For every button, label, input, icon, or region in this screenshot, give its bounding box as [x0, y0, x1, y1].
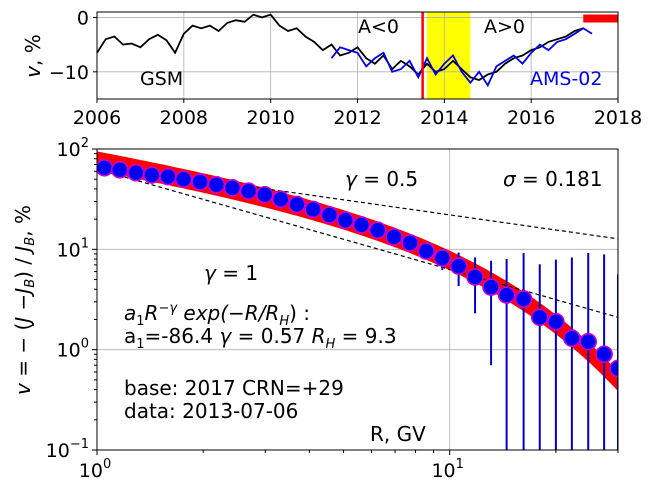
- series-line-ams-02: [330, 27, 593, 88]
- data-point: [368, 221, 387, 240]
- y-tick-label: −10: [49, 62, 89, 84]
- bottom-y-axis-label: v = − (J −JB) / JB, %: [11, 205, 38, 395]
- x-tick-label: 2018: [594, 107, 642, 129]
- data-point: [385, 228, 403, 246]
- data-point: [110, 161, 129, 179]
- highlight-band: [426, 12, 471, 99]
- data-point: [595, 345, 613, 364]
- data-point: [449, 257, 468, 275]
- data-point: [514, 290, 533, 308]
- data-point: [191, 173, 209, 191]
- y-tick-label: 0: [77, 7, 89, 29]
- y-tick-label: 10−1: [46, 437, 89, 462]
- data-point: [530, 308, 549, 327]
- fit-values-label: a1=-86.4 γ = 0.57 RH = 9.3: [124, 324, 397, 352]
- gamma-one-label: γ = 1: [204, 261, 258, 285]
- legend-ams02: AMS-02: [530, 68, 602, 90]
- top-y-axis-label: v, %: [21, 34, 45, 78]
- data-point: [159, 167, 177, 186]
- data-point: [547, 312, 565, 331]
- data-point: [174, 170, 193, 189]
- top-ticks: 2006 2008 2010 2012 2014 2016 2018 0 −10: [49, 7, 642, 129]
- data-point: [609, 359, 618, 378]
- data-point: [579, 332, 598, 351]
- gamma-half-label: γ = 0.5: [345, 167, 418, 191]
- data-point: [127, 163, 145, 182]
- base-label: base: 2017 CRN=+29: [124, 376, 344, 400]
- sigma-label: σ = 0.181: [503, 167, 602, 191]
- data-point: [352, 216, 371, 234]
- data-point: [207, 175, 226, 194]
- data-point: [223, 179, 242, 197]
- x-tick-label: 2016: [507, 107, 555, 129]
- x-tick-label: 2012: [333, 107, 381, 129]
- data-point: [433, 249, 452, 267]
- label-a-negative: A<0: [358, 16, 399, 38]
- data-point: [336, 211, 355, 230]
- data-point: [466, 268, 484, 286]
- data-point: [320, 206, 339, 224]
- x-tick-label: 2006: [73, 107, 121, 129]
- x-tick-label: 2008: [160, 107, 208, 129]
- series-line-gsm: [96, 13, 584, 81]
- legend-gsm: GSM: [140, 68, 183, 90]
- data-point: [142, 166, 161, 184]
- data-point: [239, 182, 258, 200]
- x-axis-label: R, GV: [370, 422, 426, 446]
- fit-formula-label: a1R−γ exp(−R/RH) :: [124, 301, 310, 329]
- top-series: [96, 13, 593, 88]
- x-tick-label: 101: [431, 457, 463, 482]
- y-tick-label: 101: [57, 236, 89, 261]
- data-point: [482, 278, 500, 296]
- data-point: [304, 200, 322, 219]
- data-point: [563, 329, 581, 348]
- data-point: [288, 195, 306, 214]
- y-tick-label: 102: [57, 136, 89, 161]
- y-tick-label: 100: [57, 337, 89, 362]
- x-tick-label: 2014: [420, 107, 468, 129]
- data-point: [97, 158, 114, 177]
- data-point: [417, 242, 436, 260]
- data-date-label: data: 2013-07-06: [124, 399, 298, 423]
- data-point: [272, 190, 290, 209]
- x-tick-label: 2010: [246, 107, 294, 129]
- label-a-positive: A>0: [484, 16, 525, 38]
- data-point: [255, 185, 274, 204]
- reference-line-gamma-1: [104, 170, 618, 318]
- data-point: [497, 286, 516, 304]
- data-point: [401, 234, 419, 252]
- x-tick-label: 100: [79, 457, 111, 482]
- data-points: [97, 158, 618, 378]
- top-panel: 2006 2008 2010 2012 2014 2016 2018 0 −10 A<0 A>0…: [21, 7, 642, 129]
